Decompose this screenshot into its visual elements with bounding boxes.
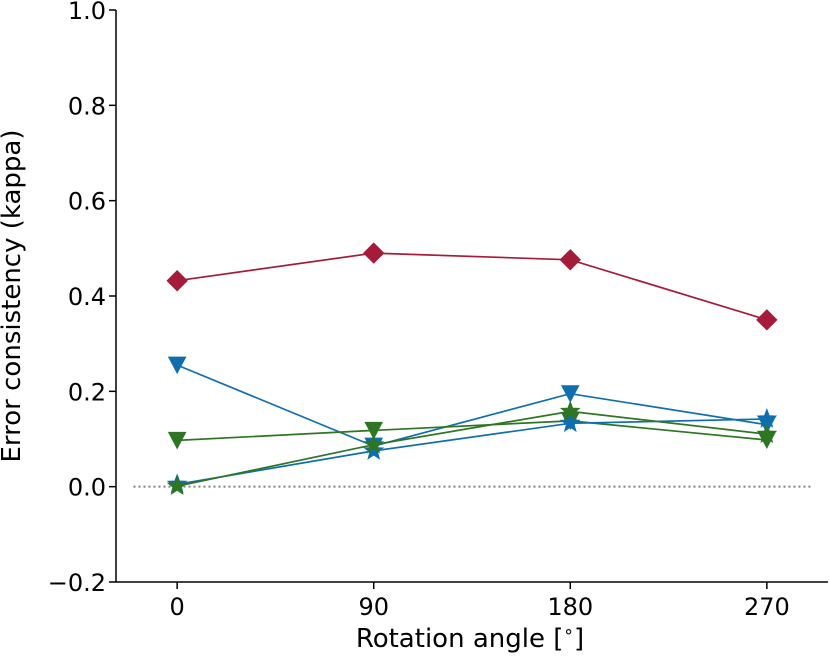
plot-area bbox=[133, 242, 811, 496]
data-point-blue-star bbox=[559, 412, 581, 433]
x-tick-label: 0 bbox=[170, 593, 185, 621]
series-line-green-star bbox=[177, 410, 767, 488]
y-tick-label: −0.2 bbox=[48, 569, 106, 597]
series-line-red-diamond bbox=[177, 252, 768, 321]
y-tick-label: 1.0 bbox=[68, 0, 106, 25]
data-point-green-triangle bbox=[364, 421, 384, 440]
y-axis-label: Error consistency (kappa) bbox=[0, 129, 27, 462]
data-point-red-diamond bbox=[363, 242, 385, 264]
data-point-green-triangle bbox=[167, 431, 187, 450]
y-tick-label: 0.4 bbox=[68, 283, 106, 311]
y-tick-label: 0.0 bbox=[68, 474, 106, 502]
series-line-blue-triangle bbox=[176, 364, 767, 447]
y-tick-label: 0.6 bbox=[68, 188, 106, 216]
data-point-blue-triangle bbox=[560, 385, 580, 403]
data-point-green-star bbox=[363, 433, 385, 454]
series-line-blue-star bbox=[177, 418, 767, 486]
x-axis-label-close: ] bbox=[574, 624, 584, 654]
x-ticks: 0 90 180 270 bbox=[170, 582, 790, 621]
data-point-blue-star bbox=[756, 408, 778, 428]
data-point-red-diamond bbox=[166, 270, 188, 292]
data-point-green-star bbox=[756, 423, 778, 444]
data-point-green-star bbox=[559, 400, 581, 421]
x-axis-label-text: Rotation angle [ bbox=[356, 624, 564, 654]
x-tick-label: 180 bbox=[547, 593, 593, 621]
y-ticks: −0.2 0.0 0.2 0.4 0.6 0.8 1.0 bbox=[48, 0, 116, 597]
data-point-blue-triangle bbox=[167, 356, 187, 375]
data-point-blue-star bbox=[363, 439, 385, 460]
degree-symbol: ∘ bbox=[563, 622, 574, 642]
data-point-green-star bbox=[166, 475, 188, 496]
data-point-red-diamond bbox=[756, 309, 778, 331]
x-tick-label: 270 bbox=[744, 593, 790, 621]
y-tick-label: 0.2 bbox=[68, 378, 106, 406]
series-line-green-triangle bbox=[177, 420, 767, 442]
x-tick-label: 90 bbox=[358, 593, 389, 621]
y-tick-label: 0.8 bbox=[68, 92, 106, 120]
x-axis-label: Rotation angle [∘] bbox=[356, 622, 584, 654]
data-point-red-diamond bbox=[559, 249, 581, 271]
